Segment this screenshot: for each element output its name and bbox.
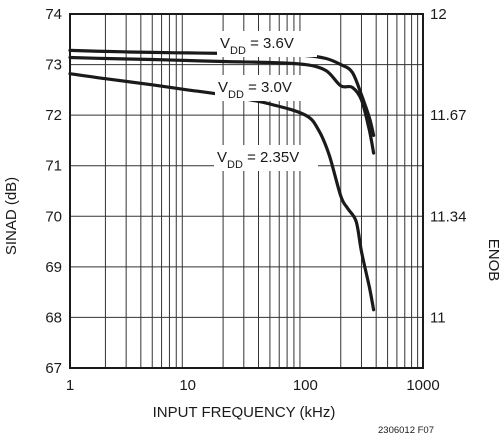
secondary-y-tick-label: 11	[430, 309, 446, 326]
y-tick-label: 72	[45, 107, 62, 124]
x-axis-ticks: 1 10 100 1000	[66, 377, 440, 394]
y-tick-label: 70	[45, 208, 62, 225]
secondary-y-tick-label: 11.34	[430, 208, 466, 225]
series-label-vdd-3-0v: VDD = 3.0V	[218, 79, 292, 101]
grid-lines	[70, 14, 423, 368]
y-axis-title: SINAD (dB)	[3, 177, 20, 255]
series-label-bg	[215, 75, 315, 101]
y-tick-label: 67	[45, 360, 62, 377]
figure-code: 2306012 F07	[378, 425, 434, 436]
series-label-vdd-3-6v: VDD = 3.6V	[220, 35, 294, 57]
x-tick-label: 1	[66, 377, 74, 394]
y-axis-ticks: 67 68 69 70 71 72 73 74	[45, 6, 62, 377]
secondary-y-axis-title: ENOB	[485, 239, 502, 282]
y-tick-label: 68	[45, 309, 62, 326]
series-line-vdd-2-35v	[68, 72, 376, 312]
plot-frame	[69, 13, 424, 369]
secondary-y-axis-ticks: 12 11.67 11.34 11	[430, 6, 466, 326]
y-tick-label: 69	[45, 259, 62, 276]
series-labels: VDD = 3.6V VDD = 3.0V VDD = 2.35V	[214, 31, 318, 171]
y-tick-label: 71	[45, 158, 62, 175]
y-tick-label: 74	[45, 6, 62, 23]
x-tick-label: 100	[293, 377, 318, 394]
series-label-bg	[217, 31, 317, 57]
series-label-vdd-2-35v: VDD = 2.35V	[217, 149, 299, 171]
x-tick-label: 1000	[406, 377, 439, 394]
series-label-bg	[214, 145, 318, 171]
secondary-y-tick-label: 12	[430, 6, 447, 23]
x-axis-title: INPUT FREQUENCY (kHz)	[153, 404, 336, 421]
secondary-y-tick-label: 11.67	[430, 107, 466, 124]
series-line-vdd-3-0v	[68, 55, 376, 155]
y-tick-label: 73	[45, 57, 62, 74]
x-tick-label: 10	[179, 377, 196, 394]
